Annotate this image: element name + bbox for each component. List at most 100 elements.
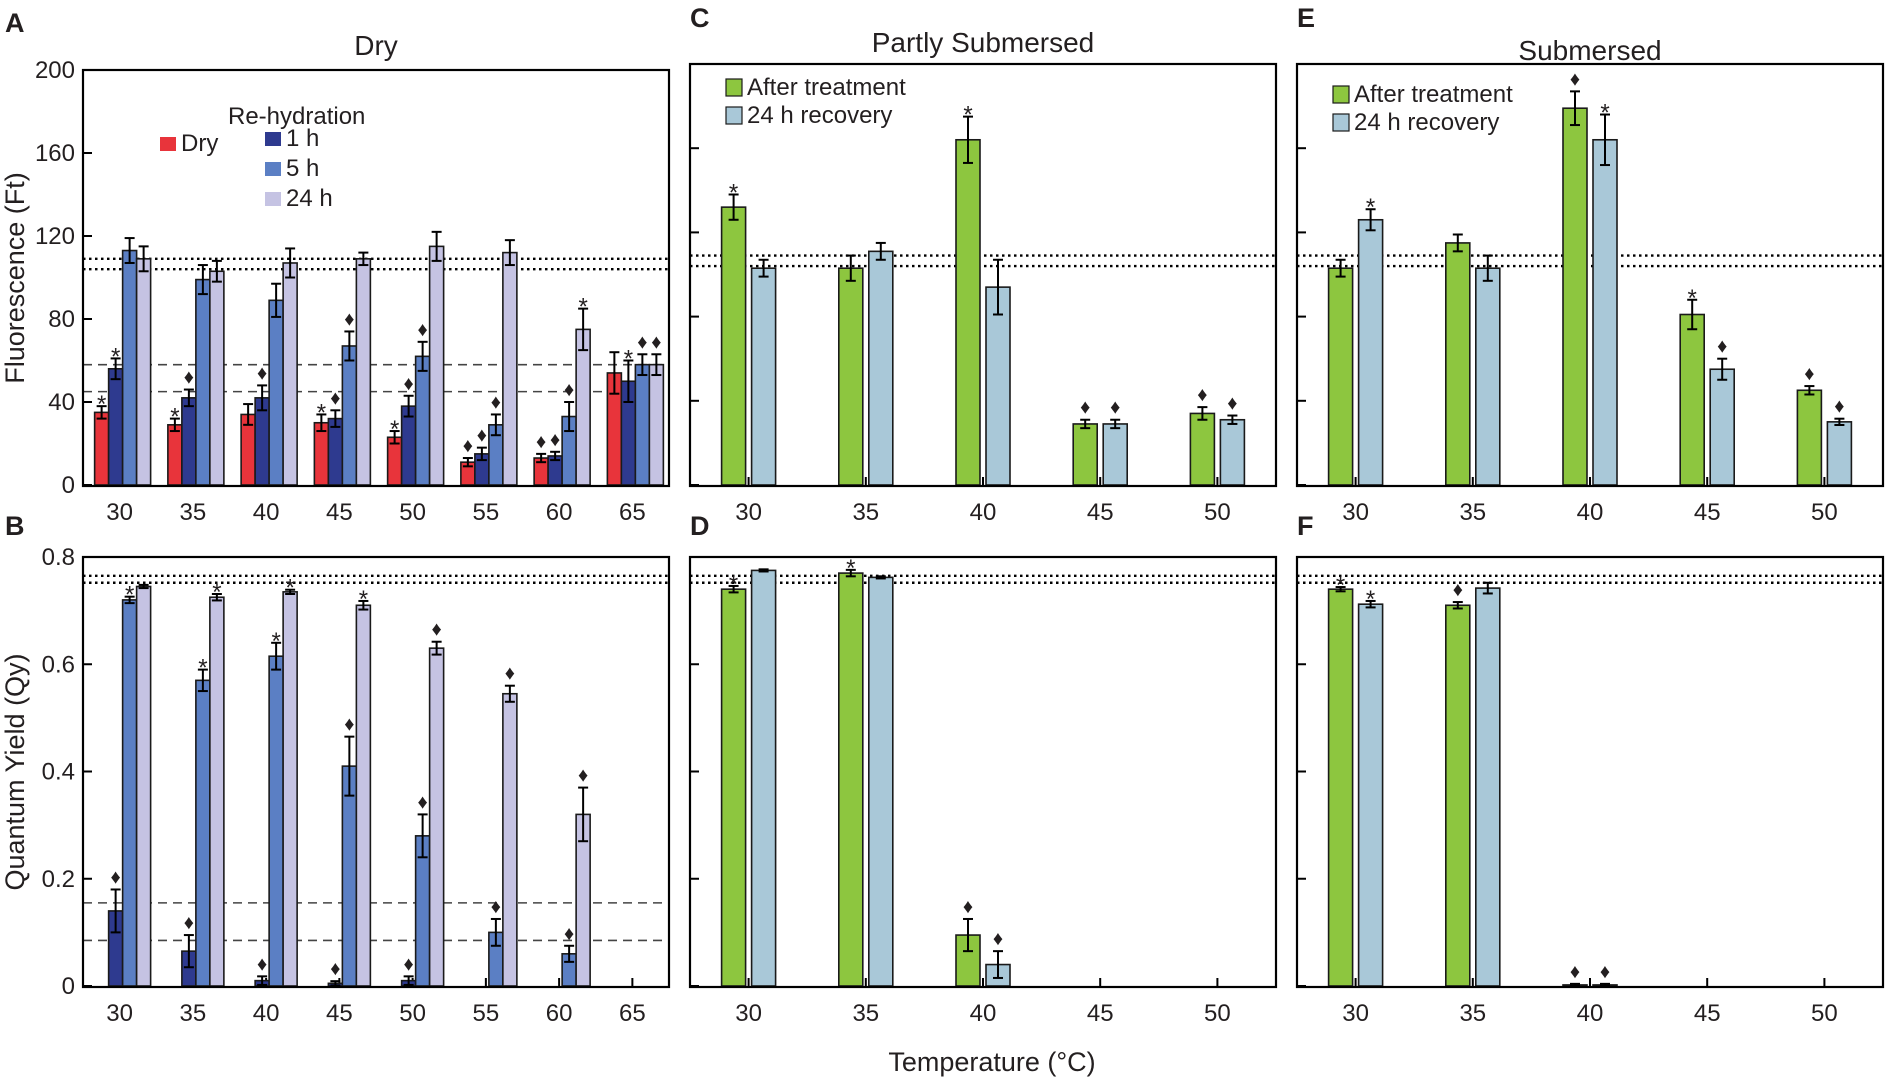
bar xyxy=(575,328,591,486)
y-tick-label: 40 xyxy=(48,389,75,416)
bar xyxy=(750,569,777,987)
y-axis-title: Quantum Yield (Qy) xyxy=(0,653,30,890)
bar xyxy=(167,424,183,486)
significance-star: * xyxy=(729,180,738,207)
x-tick-label: 50 xyxy=(1204,1000,1231,1027)
y-tick-label: 0.6 xyxy=(42,651,75,678)
bar xyxy=(720,206,747,486)
significance-diamond: ♦ xyxy=(1453,579,1463,601)
y-tick-label: 0 xyxy=(62,973,75,1000)
bar xyxy=(1102,423,1128,486)
significance-diamond: ♦ xyxy=(491,896,501,918)
bar xyxy=(107,367,124,486)
legend-label: 24 h recovery xyxy=(1354,109,1499,136)
x-tick-label: 30 xyxy=(106,499,133,526)
x-tick-label: 30 xyxy=(735,1000,762,1027)
panel-letter: D xyxy=(690,511,710,541)
bar xyxy=(355,604,372,987)
significance-diamond: ♦ xyxy=(463,435,473,457)
bar xyxy=(341,345,358,486)
legend-swatch xyxy=(265,192,281,206)
x-tick-label: 50 xyxy=(399,1000,426,1027)
bar xyxy=(181,397,197,486)
panel-letter: B xyxy=(5,511,25,541)
significance-diamond: ♦ xyxy=(344,308,354,330)
significance-star: * xyxy=(963,102,972,129)
x-tick-label: 35 xyxy=(180,1000,207,1027)
legend-label: After treatment xyxy=(1354,81,1513,108)
bar xyxy=(1445,242,1471,486)
bar xyxy=(282,262,298,486)
x-tick-label: 50 xyxy=(1811,499,1838,526)
x-tick-label: 40 xyxy=(253,499,280,526)
bar xyxy=(282,591,298,987)
significance-star: * xyxy=(1366,586,1375,613)
significance-diamond: ♦ xyxy=(550,429,560,451)
significance-diamond: ♦ xyxy=(637,331,647,353)
x-tick-label: 30 xyxy=(1342,499,1369,526)
x-tick-label: 35 xyxy=(1459,499,1486,526)
significance-diamond: ♦ xyxy=(578,765,588,787)
significance-diamond: ♦ xyxy=(257,362,267,384)
x-tick-label: 60 xyxy=(546,1000,573,1027)
x-tick-label: 50 xyxy=(1811,1000,1838,1027)
legend-label: 1 h xyxy=(286,125,319,152)
significance-diamond: ♦ xyxy=(477,425,487,447)
panel-letter: C xyxy=(690,3,710,33)
bar xyxy=(268,655,284,987)
bar xyxy=(121,599,138,987)
x-tick-label: 40 xyxy=(970,499,997,526)
significance-diamond: ♦ xyxy=(1804,363,1814,385)
significance-diamond: ♦ xyxy=(432,619,442,641)
significance-diamond: ♦ xyxy=(536,431,546,453)
panel-title: Dry xyxy=(354,30,398,61)
bar xyxy=(985,286,1011,486)
bar xyxy=(1826,421,1853,486)
legend: Re-hydration Dry 1 h 5 h 24 h xyxy=(160,103,365,212)
panel-f: F 30 * * 35 ♦ 40 ♦ ♦ 45 50 xyxy=(1295,511,1885,1027)
significance-diamond: ♦ xyxy=(330,958,340,980)
significance-diamond: ♦ xyxy=(1717,336,1727,358)
legend-label: Dry xyxy=(181,130,218,157)
legend-label: 24 h recovery xyxy=(747,102,892,129)
plot-frame xyxy=(81,555,671,989)
x-tick-label: 65 xyxy=(619,499,646,526)
bar xyxy=(1327,267,1354,486)
bar xyxy=(414,355,431,486)
significance-diamond: ♦ xyxy=(184,912,194,934)
bar xyxy=(1327,588,1354,987)
significance-star: * xyxy=(97,391,106,418)
bar xyxy=(1592,138,1618,486)
y-tick-label: 0.4 xyxy=(42,759,75,786)
bar xyxy=(867,250,894,486)
bar xyxy=(1475,587,1501,987)
bar xyxy=(414,835,431,987)
significance-star: * xyxy=(271,628,280,655)
significance-star: * xyxy=(125,582,134,609)
bar xyxy=(750,267,777,486)
bar xyxy=(1189,412,1216,486)
legend-swatch xyxy=(725,106,743,125)
significance-diamond: ♦ xyxy=(404,373,414,395)
bar xyxy=(209,596,225,987)
x-tick-label: 45 xyxy=(326,1000,353,1027)
plot-frame xyxy=(81,68,671,488)
x-tick-label: 45 xyxy=(1694,499,1721,526)
bar xyxy=(135,585,152,987)
significance-star: * xyxy=(729,571,738,598)
x-tick-label: 30 xyxy=(1342,1000,1369,1027)
significance-diamond: ♦ xyxy=(344,714,354,736)
x-tick-label: 35 xyxy=(180,499,207,526)
legend-swatch xyxy=(725,78,743,97)
x-tick-label: 40 xyxy=(253,1000,280,1027)
legend-label: 24 h xyxy=(286,185,333,212)
y-tick-label: 0.2 xyxy=(42,866,75,893)
x-tick-label: 35 xyxy=(852,1000,879,1027)
plot-frame xyxy=(688,555,1278,989)
bar xyxy=(428,245,445,486)
y-tick-label: 160 xyxy=(35,140,75,167)
y-tick-label: 0.8 xyxy=(42,544,75,571)
bar xyxy=(1445,604,1471,987)
bar xyxy=(93,411,110,486)
panel-letter: E xyxy=(1297,3,1315,33)
